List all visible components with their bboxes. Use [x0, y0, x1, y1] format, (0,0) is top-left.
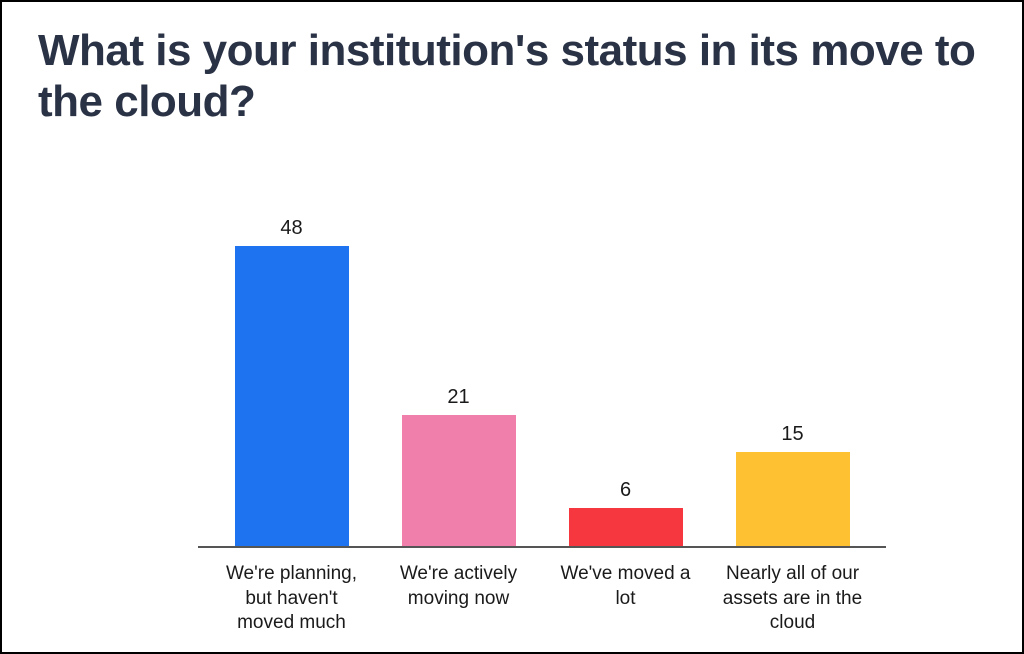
bar-rect	[569, 508, 683, 546]
chart-area: 48 21 6 15 We're planning, but haven't m…	[38, 135, 986, 636]
bar-label: We've moved a lot	[551, 562, 701, 636]
bar-label: Nearly all of our assets are in the clou…	[718, 562, 868, 636]
bars-row: 48 21 6 15	[198, 135, 886, 548]
bar-value: 15	[781, 423, 803, 446]
chart-frame: What is your institution's status in its…	[0, 0, 1024, 654]
bar-column: 48	[217, 135, 367, 546]
bar-value: 21	[447, 386, 469, 409]
bar-rect	[736, 452, 850, 546]
bar-column: 6	[551, 135, 701, 546]
chart-title: What is your institution's status in its…	[38, 26, 986, 127]
labels-row: We're planning, but haven't moved much W…	[198, 548, 886, 636]
bar-value: 48	[280, 217, 302, 240]
bar-column: 15	[718, 135, 868, 546]
bar-rect	[235, 246, 349, 546]
bar-label: We're actively moving now	[384, 562, 534, 636]
bar-rect	[402, 415, 516, 546]
bar-value: 6	[620, 479, 631, 502]
bar-column: 21	[384, 135, 534, 546]
bar-label: We're planning, but haven't moved much	[217, 562, 367, 636]
